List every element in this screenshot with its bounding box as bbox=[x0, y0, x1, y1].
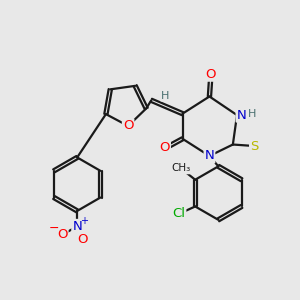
Text: N: N bbox=[72, 220, 82, 233]
Text: H: H bbox=[161, 91, 170, 101]
Text: N: N bbox=[205, 149, 214, 162]
Text: O: O bbox=[123, 119, 134, 132]
Text: +: + bbox=[80, 216, 88, 226]
Text: Cl: Cl bbox=[172, 207, 185, 220]
Text: N: N bbox=[237, 109, 246, 122]
Text: O: O bbox=[77, 233, 88, 246]
Text: CH₃: CH₃ bbox=[171, 164, 190, 173]
Text: H: H bbox=[248, 109, 256, 118]
Text: O: O bbox=[206, 68, 216, 81]
Text: O: O bbox=[57, 228, 68, 241]
Text: O: O bbox=[159, 141, 170, 154]
Text: −: − bbox=[49, 222, 59, 235]
Text: S: S bbox=[250, 140, 259, 152]
